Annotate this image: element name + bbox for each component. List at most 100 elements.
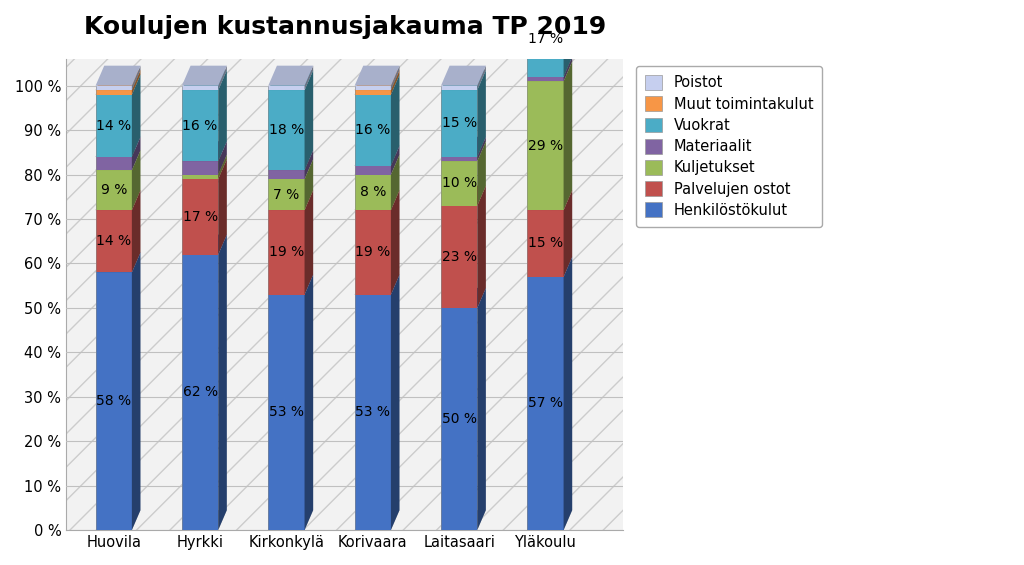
Polygon shape: [527, 510, 572, 530]
Polygon shape: [304, 66, 313, 90]
Text: 16 %: 16 %: [182, 119, 218, 133]
Polygon shape: [527, 56, 572, 77]
Polygon shape: [95, 190, 140, 210]
Polygon shape: [268, 159, 313, 179]
Polygon shape: [182, 255, 218, 530]
Polygon shape: [268, 170, 304, 179]
Polygon shape: [354, 190, 399, 210]
Polygon shape: [218, 159, 227, 255]
Polygon shape: [95, 75, 140, 94]
Polygon shape: [354, 86, 391, 90]
Polygon shape: [527, 81, 563, 210]
Polygon shape: [354, 90, 391, 94]
Text: 53 %: 53 %: [269, 405, 304, 419]
Polygon shape: [354, 510, 399, 530]
Text: 15 %: 15 %: [528, 237, 563, 250]
Polygon shape: [95, 70, 140, 90]
Polygon shape: [218, 234, 227, 530]
Polygon shape: [441, 90, 477, 157]
Polygon shape: [477, 141, 485, 206]
Polygon shape: [391, 75, 399, 166]
Polygon shape: [95, 210, 132, 272]
Polygon shape: [95, 170, 132, 210]
Polygon shape: [563, 257, 572, 530]
Polygon shape: [218, 155, 227, 179]
Text: 7 %: 7 %: [273, 188, 300, 202]
Polygon shape: [218, 141, 227, 175]
Polygon shape: [132, 137, 140, 170]
Polygon shape: [182, 86, 218, 90]
Text: 16 %: 16 %: [355, 123, 390, 137]
Polygon shape: [268, 510, 313, 530]
Text: 14 %: 14 %: [96, 234, 131, 248]
Polygon shape: [441, 510, 485, 530]
Text: 10 %: 10 %: [441, 176, 476, 190]
Polygon shape: [354, 166, 391, 175]
Polygon shape: [477, 186, 485, 308]
Text: 8 %: 8 %: [359, 185, 386, 199]
Polygon shape: [268, 66, 313, 86]
Polygon shape: [527, 210, 563, 277]
Polygon shape: [354, 175, 391, 210]
Text: 15 %: 15 %: [441, 116, 476, 131]
Text: 17 %: 17 %: [182, 210, 218, 224]
Polygon shape: [441, 86, 477, 90]
Polygon shape: [95, 272, 132, 530]
Polygon shape: [354, 75, 399, 94]
Polygon shape: [304, 159, 313, 210]
Text: 17 %: 17 %: [528, 32, 563, 46]
Polygon shape: [182, 234, 227, 255]
Polygon shape: [441, 186, 485, 206]
Polygon shape: [527, 77, 563, 81]
Polygon shape: [527, 1, 563, 77]
Text: 19 %: 19 %: [355, 245, 390, 259]
Polygon shape: [95, 137, 140, 157]
Polygon shape: [477, 70, 485, 157]
Polygon shape: [182, 179, 218, 255]
Polygon shape: [95, 150, 140, 170]
Polygon shape: [477, 66, 485, 90]
Polygon shape: [132, 190, 140, 272]
Polygon shape: [563, 190, 572, 277]
Polygon shape: [182, 90, 218, 161]
Polygon shape: [441, 161, 477, 206]
Polygon shape: [391, 190, 399, 294]
Polygon shape: [182, 66, 227, 86]
Polygon shape: [182, 159, 227, 179]
Polygon shape: [391, 70, 399, 94]
Polygon shape: [354, 155, 399, 175]
Polygon shape: [441, 206, 477, 308]
Polygon shape: [304, 70, 313, 170]
Polygon shape: [527, 257, 572, 277]
Polygon shape: [354, 275, 399, 294]
Polygon shape: [527, 190, 572, 210]
Polygon shape: [563, 61, 572, 210]
Text: 58 %: 58 %: [96, 394, 131, 408]
Polygon shape: [391, 66, 399, 90]
Text: 57 %: 57 %: [528, 397, 563, 410]
Text: 14 %: 14 %: [96, 119, 131, 133]
Polygon shape: [441, 70, 485, 90]
Polygon shape: [527, 0, 563, 1]
Polygon shape: [182, 161, 218, 175]
Polygon shape: [268, 86, 304, 90]
Polygon shape: [354, 70, 399, 90]
Polygon shape: [268, 179, 304, 210]
Polygon shape: [95, 253, 140, 272]
Polygon shape: [563, 56, 572, 81]
Polygon shape: [354, 66, 399, 86]
Polygon shape: [132, 75, 140, 157]
Polygon shape: [182, 155, 227, 175]
Polygon shape: [441, 141, 485, 161]
Polygon shape: [132, 253, 140, 530]
Polygon shape: [268, 275, 313, 294]
Text: 18 %: 18 %: [268, 123, 304, 137]
Polygon shape: [391, 275, 399, 530]
Polygon shape: [304, 190, 313, 294]
Legend: Poistot, Muut toimintakulut, Vuokrat, Materiaalit, Kuljetukset, Palvelujen ostot: Poistot, Muut toimintakulut, Vuokrat, Ma…: [636, 66, 822, 227]
Polygon shape: [441, 288, 485, 308]
Polygon shape: [527, 61, 572, 81]
Polygon shape: [95, 66, 140, 86]
Text: 62 %: 62 %: [182, 385, 218, 399]
Polygon shape: [304, 275, 313, 530]
